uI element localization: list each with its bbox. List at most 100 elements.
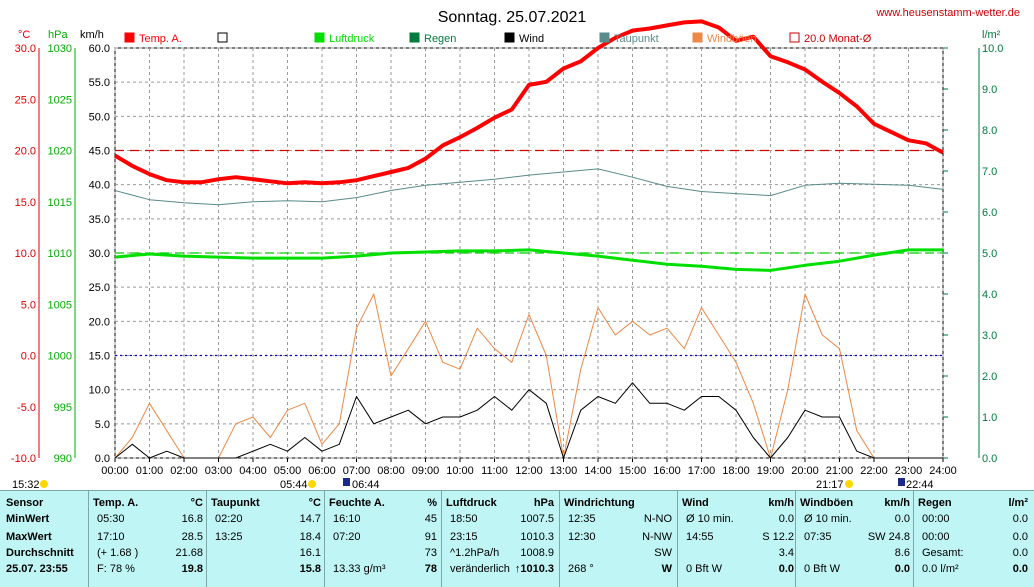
cell-label: 00:00 <box>922 513 950 525</box>
temp-tick-label: 15.0 <box>15 197 36 209</box>
column-separator <box>324 490 325 587</box>
cell-value: 0.0 <box>894 513 910 525</box>
cell-value: 15.8 <box>299 563 321 575</box>
temp-tick-label: 25.0 <box>15 94 36 106</box>
cell-value: 28.5 <box>181 531 203 543</box>
row-label: MinWert <box>6 513 50 525</box>
wind-tick-label: 30.0 <box>89 248 110 260</box>
sun-icon <box>40 480 48 488</box>
cell-value: W <box>661 563 672 575</box>
column-separator <box>441 490 442 587</box>
cell-label: ^1.2hPa/h <box>450 547 500 559</box>
cell-label: (+ 1.68 ) <box>97 547 139 559</box>
cell-value: 73 <box>424 547 437 559</box>
wind-tick-label: 5.0 <box>95 419 110 431</box>
cell-value: 0.0 <box>1012 547 1028 559</box>
x-tick-label: 16:00 <box>653 465 681 477</box>
x-tick-label: 24:00 <box>929 465 957 477</box>
wind-tick-label: 25.0 <box>89 282 110 294</box>
legend: Temp. A. Luftdruck Regen Wind Taupunkt Windbö… <box>124 32 872 45</box>
cell-label: 00:00 <box>922 531 950 543</box>
series-line-luftdruck <box>114 248 943 272</box>
cell-value: SW 24.8 <box>867 531 910 543</box>
legend-swatch <box>692 32 703 43</box>
series-line-windb-en <box>114 293 943 459</box>
temp-tick-label: 5.0 <box>21 299 36 311</box>
cell-value: N-NO <box>643 513 672 525</box>
column-header: Temp. A. <box>93 497 139 509</box>
cell-value: 14.7 <box>299 513 321 525</box>
column-header: Luftdruck <box>446 497 497 509</box>
wind-tick-label: 10.0 <box>89 385 110 397</box>
cell-value: N-NW <box>642 531 672 543</box>
unit-wind: km/h <box>80 29 104 41</box>
legend-label: 20.0 Monat-Ø <box>804 33 872 45</box>
chart-title: Sonntag. 25.07.2021 <box>438 9 587 26</box>
legend-label: Temp. A. <box>139 33 182 45</box>
cell-label: Ø 10 min. <box>686 513 734 525</box>
sunrise-marker: 05:44 <box>280 479 308 490</box>
x-tick-label: 14:00 <box>584 465 612 477</box>
rain-tick-label: 10.0 <box>982 43 1003 55</box>
x-tick-label: 19:00 <box>757 465 785 477</box>
rain-tick-label: 9.0 <box>982 84 997 96</box>
x-tick-label: 02:00 <box>170 465 198 477</box>
row-label: 25.07. 23:55 <box>6 563 68 575</box>
cell-label: 18:50 <box>450 513 478 525</box>
wind-tick-label: 50.0 <box>89 111 110 123</box>
temp-tick-label: -10.0 <box>11 453 36 465</box>
markers: 15:32 05:44 06:44 21:17 22:44 <box>12 478 934 490</box>
rain-tick-label: 0.0 <box>982 453 997 465</box>
legend-label: Regen <box>424 33 456 45</box>
column-header: Sensor <box>6 497 44 509</box>
x-tick-label: 05:00 <box>274 465 302 477</box>
column-header: Wind <box>682 497 709 509</box>
column-unit: hPa <box>533 497 554 509</box>
cell-value: 0.0 <box>778 513 794 525</box>
legend-label: Wind <box>519 33 544 45</box>
column-header: Feuchte A. <box>329 497 385 509</box>
cell-value: 19.8 <box>181 563 203 575</box>
left-time-marker: 15:32 <box>12 479 40 490</box>
x-tick-label: 01:00 <box>136 465 164 477</box>
pressure-tick-label: 1010 <box>48 248 72 260</box>
row-label: MaxWert <box>6 531 52 543</box>
cell-value: 0.0 <box>1012 513 1028 525</box>
cell-value: 0.0 <box>1012 531 1028 543</box>
cell-label: 02:20 <box>215 513 243 525</box>
unit-pressure: hPa <box>48 29 68 41</box>
rain-tick-label: 5.0 <box>982 248 997 260</box>
cell-label: 268 ° <box>568 563 594 575</box>
cell-value: 8.6 <box>894 547 910 559</box>
column-separator <box>913 490 914 587</box>
legend-label: Windböen <box>707 33 757 45</box>
temp-tick-label: -5.0 <box>17 402 36 414</box>
sunset-icon <box>845 480 853 488</box>
axes-labels: 30.0 25.0 20.0 15.0 10.0 5.0 0.0 -5.0 -10.0 1030 1… <box>11 43 1004 477</box>
cell-label: 0 Bft W <box>804 563 841 575</box>
pressure-tick-label: 1015 <box>48 197 72 209</box>
x-tick-label: 13:00 <box>550 465 578 477</box>
series-line-taupunkt <box>114 168 944 206</box>
x-tick-label: 00:00 <box>101 465 129 477</box>
legend-swatch <box>789 32 800 43</box>
cell-value: 3.4 <box>778 547 794 559</box>
rain-tick-label: 6.0 <box>982 207 997 219</box>
x-tick-label: 12:00 <box>515 465 543 477</box>
x-tick-label: 11:00 <box>481 465 508 477</box>
column-separator <box>677 490 678 587</box>
cell-label: F: 78 % <box>97 563 135 575</box>
pressure-tick-label: 1005 <box>48 299 72 311</box>
column-header: Taupunkt <box>211 497 260 509</box>
wind-tick-label: 15.0 <box>89 351 110 363</box>
x-tick-label: 21:00 <box>826 465 854 477</box>
cell-label: 07:20 <box>333 531 361 543</box>
pressure-tick-label: 995 <box>54 402 72 414</box>
column-separator <box>206 490 207 587</box>
cell-label: 14:55 <box>686 531 714 543</box>
rain-tick-label: 1.0 <box>982 412 997 424</box>
cell-label: Ø 10 min. <box>804 513 852 525</box>
cell-value: 16.1 <box>299 547 321 559</box>
cell-value: 0.0 <box>1012 563 1028 575</box>
wind-tick-label: 45.0 <box>89 146 110 158</box>
